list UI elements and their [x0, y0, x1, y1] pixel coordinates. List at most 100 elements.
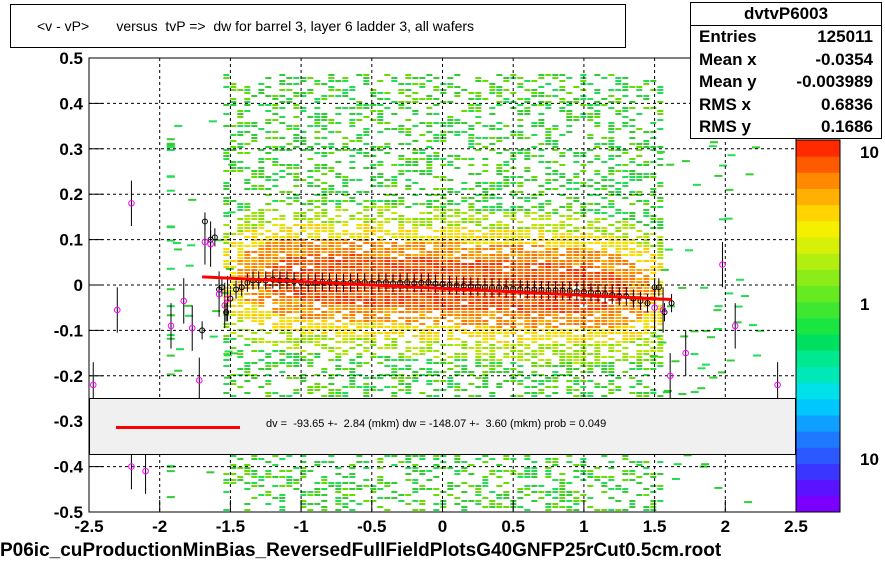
- heat-cell: [573, 116, 580, 118]
- heat-cell: [426, 380, 433, 382]
- heat-outlier: [166, 465, 175, 468]
- heat-cell: [608, 215, 615, 217]
- heat-cell: [552, 365, 559, 367]
- heat-cell: [489, 491, 496, 493]
- heat-cell: [629, 335, 636, 337]
- heat-cell: [559, 506, 566, 508]
- heat-cell: [524, 80, 531, 82]
- heat-cell: [608, 131, 615, 133]
- heat-cell: [447, 227, 454, 229]
- heat-cell: [496, 152, 503, 154]
- heat-cell: [426, 269, 433, 271]
- heat-cell: [468, 275, 475, 277]
- heat-cell: [531, 218, 538, 220]
- heat-cell: [321, 125, 328, 127]
- heat-cell: [398, 290, 405, 292]
- heat-cell: [300, 356, 307, 358]
- heat-cell: [321, 269, 328, 271]
- heat-cell: [594, 218, 601, 220]
- heat-cell: [335, 191, 342, 193]
- heat-cell: [489, 299, 496, 301]
- heat-cell: [307, 359, 314, 361]
- heat-cell: [580, 356, 587, 358]
- heat-cell: [580, 392, 587, 394]
- heat-cell: [272, 119, 279, 121]
- heat-cell: [356, 305, 363, 307]
- heat-cell: [286, 143, 293, 145]
- heat-cell: [279, 215, 286, 217]
- heat-cell: [566, 509, 573, 511]
- heat-cell: [377, 488, 384, 490]
- heat-cell: [559, 221, 566, 223]
- heat-cell: [258, 329, 265, 331]
- heat-cell: [384, 482, 391, 484]
- heat-cell: [293, 248, 300, 250]
- heat-cell: [524, 254, 531, 256]
- heat-cell: [293, 338, 300, 340]
- heat-cell: [342, 338, 349, 340]
- heat-cell: [489, 125, 496, 127]
- heat-cell: [384, 251, 391, 253]
- heat-cell: [426, 239, 433, 241]
- heat-cell: [650, 269, 657, 271]
- heat-cell: [601, 227, 608, 229]
- heat-cell: [594, 383, 601, 385]
- heat-cell: [622, 509, 629, 511]
- heat-cell: [321, 188, 328, 190]
- heat-cell: [622, 371, 629, 373]
- heat-cell: [657, 287, 664, 289]
- heat-cell: [405, 308, 412, 310]
- heat-cell: [643, 260, 650, 262]
- heat-cell: [335, 353, 342, 355]
- heat-cell: [580, 299, 587, 301]
- fit-line: [202, 275, 672, 302]
- heat-cell: [510, 74, 517, 76]
- heat-cell: [363, 152, 370, 154]
- heat-cell: [258, 494, 265, 496]
- heat-cell: [482, 335, 489, 337]
- heat-cell: [293, 242, 300, 244]
- heat-cell: [594, 326, 601, 328]
- heat-cell: [265, 461, 272, 463]
- heat-cell: [454, 242, 461, 244]
- heat-cell: [279, 509, 286, 511]
- heat-cell: [335, 269, 342, 271]
- heat-cell: [384, 278, 391, 280]
- heat-cell: [531, 305, 538, 307]
- heat-cell: [552, 143, 559, 145]
- heat-cell: [279, 251, 286, 253]
- heat-cell: [538, 314, 545, 316]
- heat-cell: [517, 83, 524, 85]
- heat-cell: [580, 242, 587, 244]
- heat-cell: [573, 368, 580, 370]
- heat-cell: [517, 311, 524, 313]
- heat-cell: [356, 191, 363, 193]
- heat-cell: [412, 182, 419, 184]
- heat-cell: [279, 191, 286, 193]
- heat-cell: [426, 332, 433, 334]
- heat-cell: [244, 362, 251, 364]
- heat-cell: [482, 266, 489, 268]
- heat-cell: [482, 305, 489, 307]
- heat-cell: [629, 227, 636, 229]
- heat-cell: [349, 305, 356, 307]
- heat-cell: [468, 263, 475, 265]
- heat-cell: [265, 239, 272, 241]
- heat-cell: [573, 188, 580, 190]
- heat-cell: [440, 134, 447, 136]
- heat-cell: [384, 266, 391, 268]
- heat-cell: [601, 329, 608, 331]
- heat-cell: [608, 350, 615, 352]
- heat-cell: [538, 101, 545, 103]
- heat-cell: [545, 302, 552, 304]
- heat-cell: [559, 107, 566, 109]
- heat-cell: [468, 248, 475, 250]
- heat-cell: [279, 146, 286, 148]
- heat-cell: [293, 305, 300, 307]
- heat-cell: [391, 341, 398, 343]
- heat-cell: [489, 458, 496, 460]
- heat-cell: [363, 206, 370, 208]
- heat-cell: [321, 119, 328, 121]
- heat-cell: [601, 395, 608, 397]
- heat-cell: [419, 509, 426, 511]
